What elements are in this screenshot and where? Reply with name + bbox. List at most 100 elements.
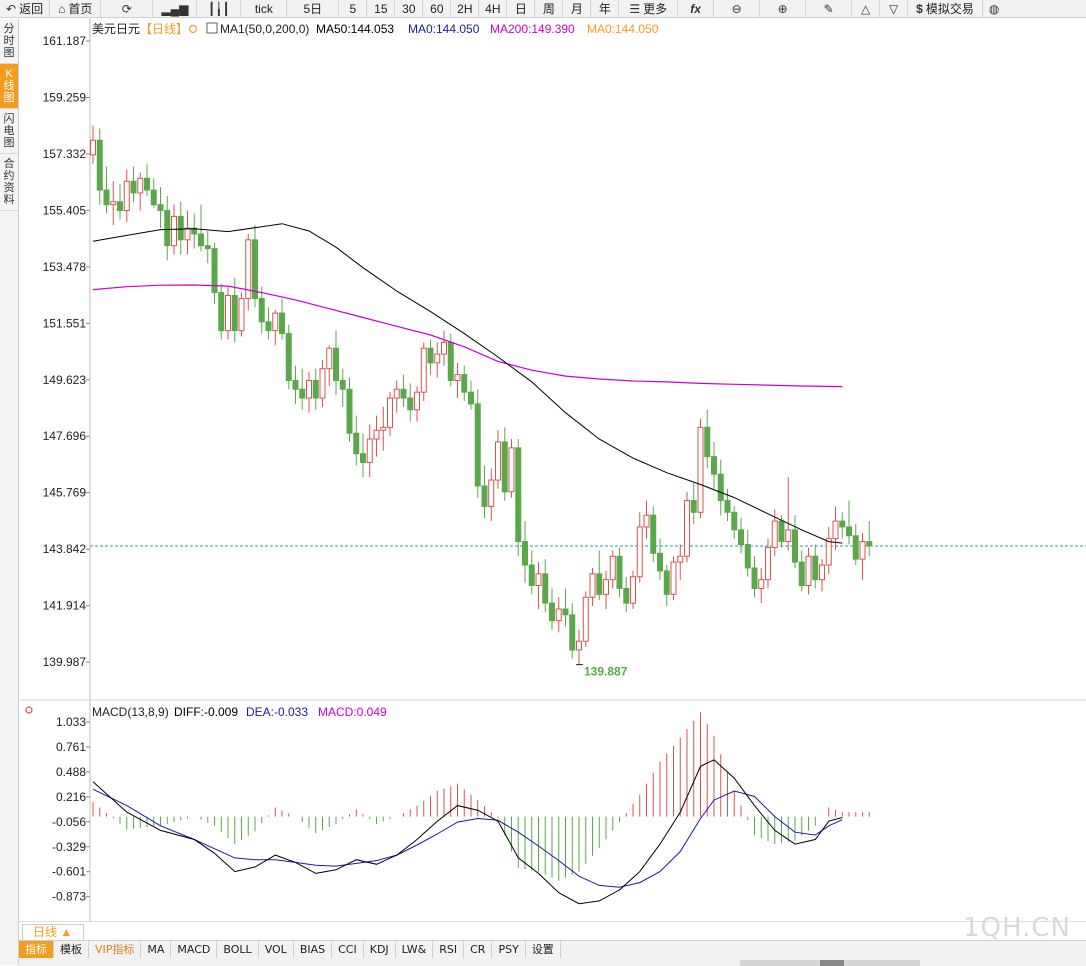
candle-body bbox=[468, 391, 474, 405]
extra-button[interactable]: ◍ bbox=[983, 0, 1005, 18]
sim-trade-button[interactable]: $ 模拟交易 bbox=[908, 0, 983, 18]
indicator-tab-10[interactable]: LW& bbox=[396, 941, 434, 958]
indicator-tab-8[interactable]: CCI bbox=[332, 941, 364, 958]
candle-body bbox=[103, 189, 110, 206]
candle-body bbox=[258, 297, 265, 323]
sidebar-item-0[interactable]: 分时图 bbox=[0, 19, 18, 64]
y-tick-label: 143.842 bbox=[43, 542, 87, 556]
refresh-icon: ⟳ bbox=[121, 1, 132, 16]
macd-y-tick-label: 1.033 bbox=[56, 715, 86, 729]
scroll-thumb[interactable] bbox=[820, 960, 844, 966]
candle-body bbox=[515, 447, 522, 543]
kline-chart[interactable]: 161.187 159.259 157.332 155.405 153.478 151.5… bbox=[19, 19, 1086, 922]
candle-body bbox=[319, 368, 326, 399]
indicator-tab-6[interactable]: VOL bbox=[259, 941, 294, 958]
macd-y-tick-label: -0.056 bbox=[52, 815, 86, 829]
sidebar-item-2[interactable]: 闪电图 bbox=[0, 109, 18, 154]
candle-body bbox=[690, 500, 697, 513]
candle-body bbox=[164, 210, 171, 247]
tick-button[interactable]: tick bbox=[241, 0, 288, 18]
candles bbox=[90, 125, 873, 665]
indicator-tab-11[interactable]: RSI bbox=[433, 941, 465, 958]
period-button-9[interactable]: 月 bbox=[563, 0, 592, 18]
candle-body bbox=[454, 374, 461, 381]
period-button-6[interactable]: 4H bbox=[479, 0, 508, 18]
indicator-tab-1[interactable]: 模板 bbox=[54, 941, 89, 958]
tick-label: tick bbox=[254, 1, 273, 16]
candle-body bbox=[663, 570, 670, 595]
candle-body bbox=[643, 514, 650, 528]
back-button[interactable]: ↶ 返回 bbox=[0, 0, 51, 18]
legend-symbol: 美元日元 bbox=[92, 22, 140, 36]
indicator-tab-12[interactable]: CR bbox=[464, 941, 493, 958]
candle-body bbox=[704, 426, 711, 458]
y-tick-label: 149.623 bbox=[43, 373, 87, 387]
indicator-tabs: 指标 模板 VIP指标 MA MACD BOLL VOL BIAS CCI KDJ LW& RSI CR… bbox=[19, 940, 1086, 966]
candlestick-icon: ┃╽┃ bbox=[208, 1, 230, 16]
period-selector[interactable]: 日线 ▲ bbox=[22, 924, 84, 941]
candle-body bbox=[623, 587, 630, 604]
candle-body bbox=[738, 529, 744, 546]
formula-button[interactable]: fx bbox=[678, 0, 715, 18]
y-tick-label: 157.332 bbox=[43, 147, 87, 161]
candle-body bbox=[569, 614, 576, 651]
candle-body bbox=[177, 215, 184, 241]
period-button-8[interactable]: 周 bbox=[535, 0, 564, 18]
candle-body bbox=[198, 233, 204, 247]
period-button-4[interactable]: 60 bbox=[423, 0, 452, 18]
indicator-tab-3[interactable]: MA bbox=[141, 941, 172, 958]
indicator-tab-14[interactable]: 设置 bbox=[526, 941, 561, 958]
legend-item: MA0:144.050 bbox=[587, 22, 659, 36]
down-button[interactable]: ▽ bbox=[880, 0, 909, 18]
candle-body bbox=[144, 177, 150, 191]
indicator-box-icon bbox=[206, 22, 218, 34]
macd-legend-item: DEA:-0.033 bbox=[246, 705, 308, 719]
indicator-tab-2[interactable]: VIP指标 bbox=[89, 941, 142, 958]
candle-body bbox=[137, 177, 144, 194]
draw-button[interactable]: ✎ bbox=[806, 0, 853, 18]
candle-body bbox=[812, 555, 819, 581]
candle-body bbox=[353, 432, 360, 455]
candle-body bbox=[576, 640, 582, 651]
indicator-tab-4[interactable]: MACD bbox=[171, 941, 218, 958]
menu-icon: ☰ bbox=[629, 1, 641, 16]
candle-body bbox=[677, 555, 684, 563]
candle-body bbox=[346, 388, 353, 434]
indicator-tab-0[interactable]: 指标 bbox=[19, 941, 54, 958]
home-button[interactable]: ⌂ 首页 bbox=[50, 0, 102, 18]
more-button[interactable]: ☰ 更多 bbox=[619, 0, 679, 18]
indicator-tab-7[interactable]: BIAS bbox=[294, 941, 333, 958]
up-button[interactable]: △ bbox=[852, 0, 881, 18]
period-button-10[interactable]: 年 bbox=[591, 0, 620, 18]
bar-chart-button[interactable]: ▂▄▆ bbox=[153, 0, 198, 18]
zoom-out-button[interactable]: ⊖ bbox=[714, 0, 761, 18]
indicator-tab-13[interactable]: PSY bbox=[492, 941, 526, 958]
watermark: 1QH.CN bbox=[963, 913, 1071, 943]
period-button-2[interactable]: 15 bbox=[367, 0, 396, 18]
period-button-7[interactable]: 日 bbox=[507, 0, 536, 18]
candlestick-button[interactable]: ┃╽┃ bbox=[197, 0, 242, 18]
back-arrow-icon: ↶ bbox=[6, 1, 17, 16]
dollar-icon: $ bbox=[916, 1, 923, 16]
period-button-5[interactable]: 2H bbox=[451, 0, 480, 18]
candle-body bbox=[373, 429, 380, 440]
sim-trade-label: 模拟交易 bbox=[925, 2, 974, 16]
candle-body bbox=[528, 564, 535, 587]
period-button-1[interactable]: 5 bbox=[339, 0, 368, 18]
indicator-tab-9[interactable]: KDJ bbox=[364, 941, 396, 958]
indicator-tab-5[interactable]: BOLL bbox=[217, 941, 259, 958]
sidebar-item-1[interactable]: K线图 bbox=[0, 64, 18, 109]
candle-body bbox=[501, 441, 508, 493]
candle-body bbox=[508, 447, 515, 493]
candle-body bbox=[265, 321, 272, 332]
macd-y-tick-label: 0.488 bbox=[56, 765, 86, 779]
chevron-down-icon: ▽ bbox=[889, 1, 899, 16]
candle-body bbox=[670, 561, 677, 595]
period-button-0[interactable]: 5日 bbox=[287, 0, 340, 18]
macd-legend-item: DIFF:-0.009 bbox=[174, 705, 238, 719]
zoom-in-button[interactable]: ⊕ bbox=[760, 0, 807, 18]
refresh-button[interactable]: ⟳ bbox=[101, 0, 154, 18]
sidebar-item-3[interactable]: 合约资料 bbox=[0, 154, 18, 211]
period-button-3[interactable]: 30 bbox=[395, 0, 424, 18]
candle-body bbox=[616, 555, 623, 589]
